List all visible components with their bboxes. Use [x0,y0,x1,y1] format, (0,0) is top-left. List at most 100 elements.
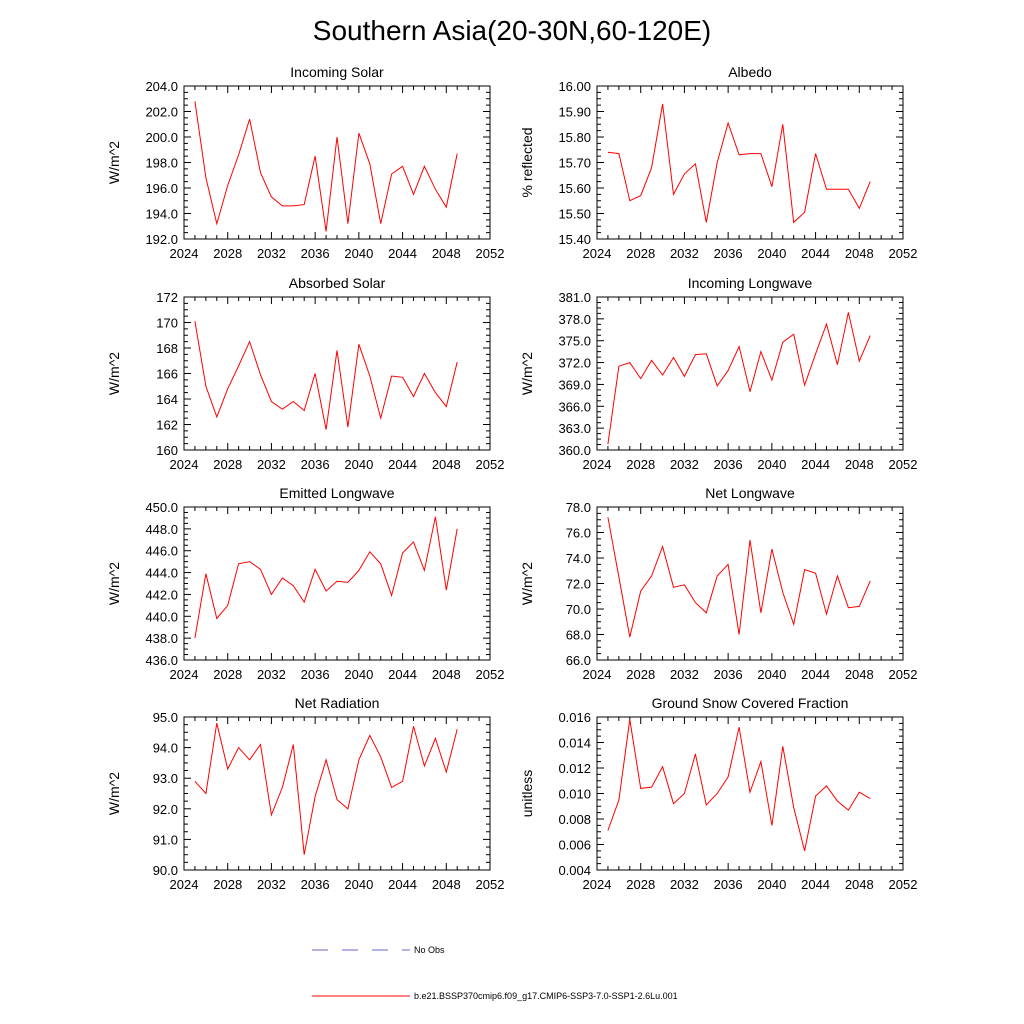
x-tick-label: 2040 [344,667,373,682]
x-tick-label: 2040 [757,667,786,682]
y-tick-label: 360.0 [558,443,591,458]
y-tick-label: 78.0 [566,500,591,515]
x-tick-label: 2032 [670,246,699,261]
x-tick-label: 2052 [889,667,918,682]
y-tick-label: 15.40 [558,232,591,247]
y-tick-label: 164 [156,392,178,407]
y-tick-label: 168 [156,341,178,356]
y-tick-label: 200.0 [145,130,178,145]
y-tick-label: 94.0 [153,741,178,756]
y-tick-label: 369.0 [558,377,591,392]
x-tick-label: 2032 [670,667,699,682]
series-line [607,312,871,445]
y-tick-label: 93.0 [153,771,178,786]
x-tick-label: 2024 [583,877,612,892]
x-tick-label: 2028 [626,877,655,892]
y-tick-label: 170 [156,316,178,331]
y-axis-label: W/m^2 [519,352,535,395]
x-tick-label: 2028 [213,667,242,682]
x-tick-label: 2052 [476,457,505,472]
x-tick-label: 2028 [213,877,242,892]
y-tick-label: 70.0 [566,602,591,617]
y-tick-label: 66.0 [566,653,591,668]
x-tick-label: 2048 [845,877,874,892]
x-tick-label: 2024 [170,667,199,682]
y-tick-label: 436.0 [145,653,178,668]
y-tick-label: 0.014 [558,736,591,751]
y-tick-label: 204.0 [145,79,178,94]
y-tick-label: 0.010 [558,787,591,802]
plot-frame [183,716,491,871]
y-tick-label: 90.0 [153,863,178,878]
y-tick-label: 375.0 [558,334,591,349]
y-tick-label: 92.0 [153,802,178,817]
y-tick-label: 442.0 [145,587,178,602]
x-tick-label: 2048 [845,667,874,682]
panel-ground-snow-covered-fraction: Ground Snow Covered Fraction unitless 2024… [519,695,917,892]
x-tick-label: 2044 [388,457,417,472]
y-tick-label: 16.00 [558,79,591,94]
panel-emitted-longwave: Emitted Longwave W/m^2 2024 2028 2032 2036 204… [106,485,504,682]
panel-title: Net Radiation [295,695,380,711]
x-tick-label: 2040 [344,457,373,472]
y-tick-label: 448.0 [145,522,178,537]
y-tick-label: 91.0 [153,832,178,847]
y-tick-label: 444.0 [145,566,178,581]
legend-model-label: b.e21.BSSP370cmip6.f09_g17.CMIP6-SSP3-7.… [414,991,678,1001]
y-tick-label: 74.0 [566,551,591,566]
y-tick-label: 76.0 [566,526,591,541]
y-tick-label: 160 [156,443,178,458]
y-tick-label: 0.016 [558,710,591,725]
y-tick-label: 172 [156,290,178,305]
x-tick-label: 2044 [801,246,830,261]
y-tick-label: 95.0 [153,710,178,725]
y-tick-label: 381.0 [558,290,591,305]
x-tick-label: 2028 [626,246,655,261]
x-tick-label: 2024 [170,246,199,261]
x-tick-label: 2036 [714,457,743,472]
series-line [194,101,458,232]
x-tick-label: 2044 [388,667,417,682]
plot-frame [183,296,491,451]
x-tick-label: 2028 [626,457,655,472]
x-tick-label: 2032 [257,667,286,682]
y-tick-label: 194.0 [145,207,178,222]
panel-title: Emitted Longwave [279,485,394,501]
y-tick-label: 15.80 [558,130,591,145]
x-tick-label: 2032 [257,246,286,261]
x-tick-label: 2024 [583,246,612,261]
x-tick-label: 2048 [845,246,874,261]
x-tick-label: 2028 [213,457,242,472]
y-tick-label: 0.012 [558,761,591,776]
y-tick-label: 68.0 [566,628,591,643]
panel-title: Incoming Solar [290,64,384,80]
y-tick-label: 202.0 [145,105,178,120]
x-tick-label: 2048 [845,457,874,472]
y-tick-label: 438.0 [145,631,178,646]
panel-incoming-longwave: Incoming Longwave W/m^2 2024 2028 2032 2036 20… [519,275,917,472]
y-tick-label: 450.0 [145,500,178,515]
x-tick-label: 2048 [432,457,461,472]
series-line [194,722,458,855]
x-tick-label: 2044 [388,246,417,261]
x-tick-label: 2032 [257,877,286,892]
y-tick-label: 198.0 [145,156,178,171]
y-tick-label: 378.0 [558,312,591,327]
series-line [607,103,871,224]
x-tick-label: 2024 [583,667,612,682]
y-axis-label: W/m^2 [106,562,122,605]
y-tick-label: 0.006 [558,838,591,853]
x-tick-label: 2036 [714,246,743,261]
panel-incoming-solar: Incoming Solar W/m^2 2024 2028 2032 2036 2040 2… [106,64,504,261]
x-tick-label: 2024 [170,877,199,892]
y-tick-label: 446.0 [145,544,178,559]
x-tick-label: 2048 [432,667,461,682]
x-tick-label: 2052 [889,457,918,472]
panel-title: Absorbed Solar [289,275,386,291]
plot-frame [183,506,491,661]
y-tick-label: 363.0 [558,421,591,436]
y-tick-label: 0.004 [558,863,591,878]
x-tick-label: 2036 [714,667,743,682]
y-tick-label: 366.0 [558,399,591,414]
